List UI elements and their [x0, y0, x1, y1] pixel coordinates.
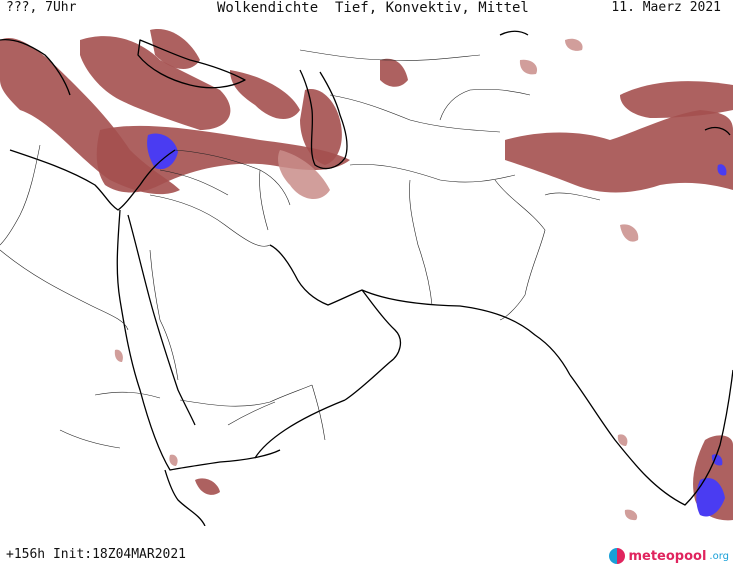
logo-name: meteopool	[628, 548, 707, 564]
coastlines	[0, 30, 733, 526]
logo-tld: .org	[709, 550, 729, 562]
forecast-date: 11. Maerz 2021	[611, 0, 721, 15]
forecast-run-info: +156h Init:18Z04MAR2021	[6, 547, 187, 562]
country-borders	[0, 49, 601, 449]
header-label: ???, 7Uhr	[6, 0, 77, 15]
meteopool-logo[interactable]: meteopool .org	[609, 548, 729, 564]
map-title: Wolkendichte Tief, Konvektiv, Mittel	[217, 0, 529, 16]
weather-map	[0, 18, 733, 526]
meteopool-logo-icon	[609, 548, 626, 564]
cloud-cover-layer	[0, 29, 733, 521]
